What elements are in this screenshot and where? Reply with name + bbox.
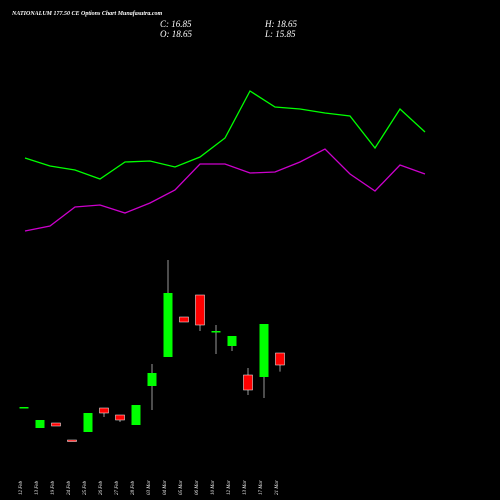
x-tick-label: 17 Mar — [259, 480, 264, 495]
x-tick-label: 25 Feb — [83, 480, 88, 495]
candle-body — [211, 331, 221, 333]
x-tick-label: 13 Feb — [35, 480, 40, 495]
x-tick-label: 26 Feb — [99, 480, 104, 495]
candle-body — [259, 324, 269, 377]
candle-body — [51, 422, 61, 427]
x-tick-label: 04 Mar — [163, 480, 168, 495]
ohlc-label: H: 18.65 — [264, 19, 297, 29]
x-tick-label: 12 Feb — [19, 480, 24, 495]
candle-body — [19, 407, 29, 409]
x-tick-label: 03 Mar — [147, 480, 152, 495]
line-series — [24, 148, 426, 232]
x-tick-label: 19 Feb — [51, 480, 56, 495]
candle-body — [179, 316, 189, 323]
line-series — [24, 90, 426, 180]
candle-body — [195, 294, 205, 326]
candle-body — [275, 352, 285, 366]
x-tick-label: 06 Mar — [195, 480, 200, 495]
x-tick-label: 12 Mar — [227, 480, 232, 495]
candle-body — [115, 414, 125, 421]
x-tick-label: 27 Feb — [115, 480, 120, 495]
candle-body — [67, 439, 77, 442]
candle-body — [163, 293, 173, 357]
candle-body — [83, 413, 93, 432]
ohlc-label: C: 16.85 — [160, 19, 192, 29]
ohlc-label: O: 18.65 — [160, 29, 192, 39]
candle-body — [35, 420, 45, 428]
x-tick-label: 13 Mar — [243, 480, 248, 495]
candle-body — [99, 407, 109, 414]
x-tick-label: 24 Feb — [67, 480, 72, 495]
chart-title: NATIONALUM 177.50 CE Options Chart Munaf… — [11, 11, 163, 17]
x-tick-label: 10 Mar — [211, 480, 216, 495]
x-tick-label: 21 Mar — [275, 480, 280, 495]
candle-body — [227, 336, 237, 346]
candle-body — [147, 373, 157, 386]
ohlc-label: L: 15.85 — [264, 29, 296, 39]
candle-body — [131, 405, 141, 425]
candle-body — [243, 374, 253, 391]
x-tick-label: 28 Feb — [131, 480, 136, 495]
x-tick-label: 05 Mar — [179, 480, 184, 495]
